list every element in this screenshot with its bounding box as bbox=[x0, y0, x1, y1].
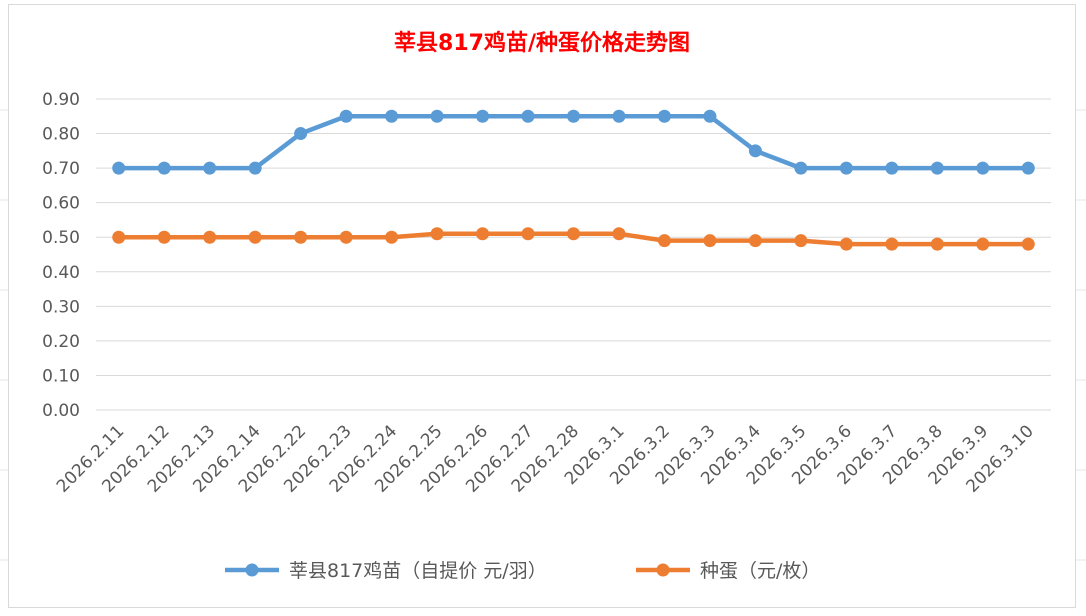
legend-label: 种蛋（元/枚） bbox=[700, 560, 820, 582]
y-tick-label: 0.00 bbox=[42, 401, 80, 421]
data-point bbox=[203, 161, 217, 175]
line-chart: 莘县817鸡苗/种蛋价格走势图 0.00 0.10 0.20 0.30 0.40 0.50… bbox=[42, 30, 1051, 582]
data-point bbox=[112, 161, 126, 175]
data-point bbox=[885, 237, 899, 251]
y-tick-label: 0.10 bbox=[42, 366, 80, 386]
data-point bbox=[385, 230, 399, 244]
data-point bbox=[248, 230, 262, 244]
series-1 bbox=[112, 109, 1035, 175]
data-point bbox=[385, 109, 399, 123]
data-point bbox=[930, 161, 944, 175]
data-point bbox=[248, 161, 262, 175]
y-tick-label: 0.60 bbox=[42, 194, 80, 214]
data-point bbox=[794, 234, 808, 248]
legend-label: 莘县817鸡苗（自提价 元/羽） bbox=[289, 560, 547, 582]
legend-item: 种蛋（元/枚） bbox=[636, 560, 820, 582]
series-2 bbox=[112, 227, 1035, 251]
series-lines bbox=[112, 109, 1035, 251]
legend-marker bbox=[656, 563, 670, 577]
data-point bbox=[976, 237, 990, 251]
data-point bbox=[203, 230, 217, 244]
data-point bbox=[521, 109, 535, 123]
legend: 莘县817鸡苗（自提价 元/羽） 种蛋（元/枚） bbox=[225, 560, 820, 582]
data-point bbox=[703, 234, 717, 248]
data-point bbox=[430, 227, 444, 241]
data-point bbox=[657, 109, 671, 123]
data-point bbox=[703, 109, 717, 123]
data-point bbox=[612, 227, 626, 241]
data-point bbox=[112, 230, 126, 244]
y-tick-label: 0.20 bbox=[42, 332, 80, 352]
data-point bbox=[885, 161, 899, 175]
data-point bbox=[748, 144, 762, 158]
data-point bbox=[339, 230, 353, 244]
data-point bbox=[657, 234, 671, 248]
data-point bbox=[521, 227, 535, 241]
y-tick-label: 0.80 bbox=[42, 125, 80, 145]
data-point bbox=[1021, 237, 1035, 251]
data-point bbox=[476, 227, 490, 241]
legend-item: 莘县817鸡苗（自提价 元/羽） bbox=[225, 560, 547, 582]
x-axis-ticks: 2026.2.112026.2.122026.2.132026.2.142026… bbox=[53, 421, 1038, 496]
data-point bbox=[794, 161, 808, 175]
data-point bbox=[567, 227, 580, 241]
chart-area[interactable]: 莘县817鸡苗/种蛋价格走势图 0.00 0.10 0.20 0.30 0.40 0.50… bbox=[8, 4, 1076, 608]
data-point bbox=[1021, 161, 1035, 175]
data-point bbox=[612, 109, 626, 123]
y-tick-label: 0.30 bbox=[42, 297, 80, 317]
data-point bbox=[294, 230, 308, 244]
data-point bbox=[476, 109, 490, 123]
y-axis-ticks: 0.00 0.10 0.20 0.30 0.40 0.50 0.60 0.70 0.80 0.90 bbox=[42, 90, 80, 421]
data-point bbox=[748, 234, 762, 248]
data-point bbox=[157, 230, 171, 244]
data-point bbox=[930, 237, 944, 251]
data-point bbox=[157, 161, 171, 175]
data-point bbox=[294, 127, 308, 141]
data-point bbox=[839, 237, 853, 251]
y-tick-label: 0.40 bbox=[42, 263, 80, 283]
y-tick-label: 0.50 bbox=[42, 228, 80, 248]
data-point bbox=[839, 161, 853, 175]
series-line bbox=[116, 114, 1031, 171]
legend-marker bbox=[245, 563, 259, 577]
chart-title: 莘县817鸡苗/种蛋价格走势图 bbox=[394, 30, 690, 56]
data-point bbox=[976, 161, 990, 175]
data-point bbox=[339, 109, 353, 123]
y-tick-label: 0.90 bbox=[42, 90, 80, 110]
y-tick-label: 0.70 bbox=[42, 159, 80, 179]
gridlines bbox=[96, 98, 1051, 411]
data-point bbox=[567, 109, 580, 123]
data-point bbox=[430, 109, 444, 123]
